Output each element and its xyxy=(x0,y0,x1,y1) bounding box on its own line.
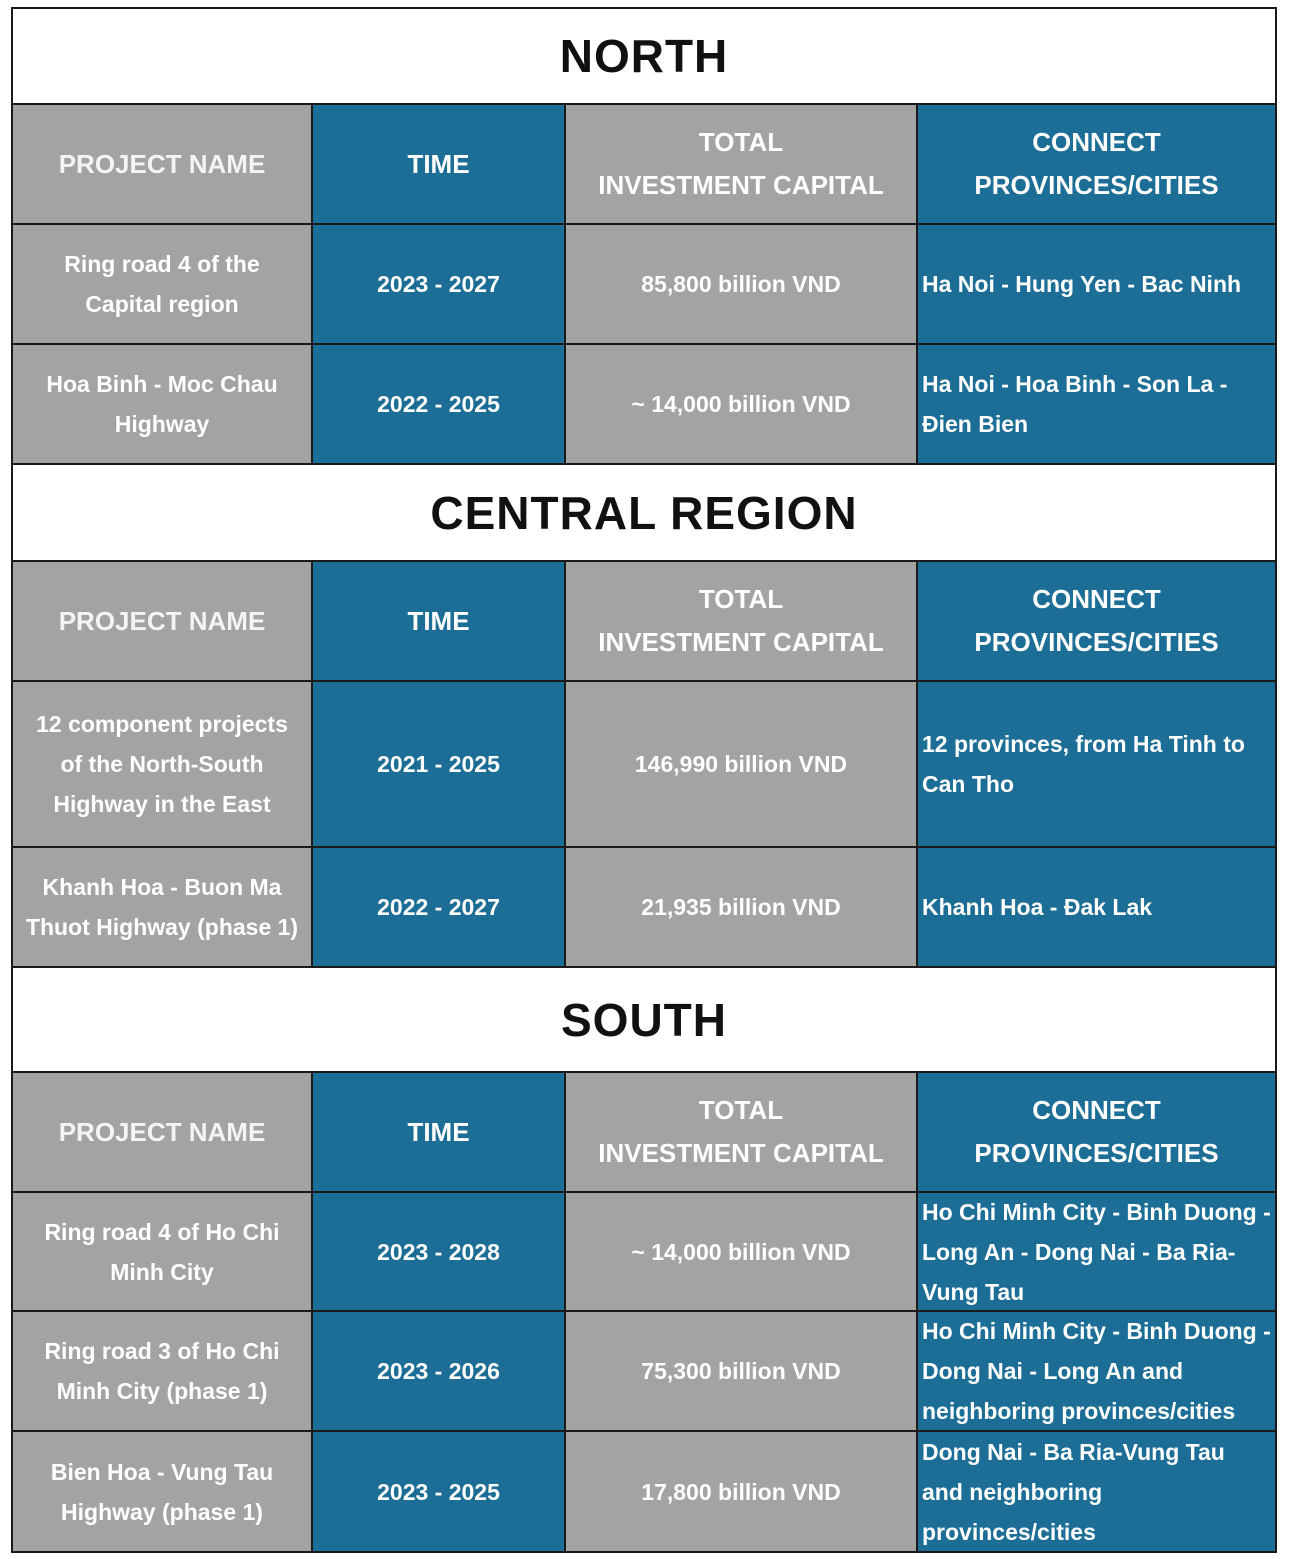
capital-cell: 85,800 billion VND xyxy=(566,225,918,343)
region-title-south: SOUTH xyxy=(13,968,1275,1073)
region-title-north: NORTH xyxy=(13,9,1275,105)
header-connect-provinces: CONNECT PROVINCES/CITIES xyxy=(918,562,1275,680)
table-row: Hoa Binh - Moc Chau Highway 2022 - 2025 … xyxy=(13,345,1275,465)
connect-cell: Ha Noi - Hoa Binh - Son La - Đien Bien xyxy=(918,345,1275,463)
connect-cell: 12 provinces, from Ha Tinh to Can Tho xyxy=(918,682,1275,846)
header-connect-line1: CONNECT xyxy=(1032,584,1161,614)
time-cell: 2023 - 2028 xyxy=(313,1193,566,1310)
header-time: TIME xyxy=(313,1073,566,1191)
project-name-cell: Ring road 4 of the Capital region xyxy=(13,225,313,343)
header-connect-line2: PROVINCES/CITIES xyxy=(974,1138,1219,1168)
capital-cell: 21,935 billion VND xyxy=(566,848,918,966)
header-connect-line1: CONNECT xyxy=(1032,1095,1161,1125)
connect-cell: Ho Chi Minh City - Binh Duong - Long An … xyxy=(918,1193,1275,1310)
header-row: PROJECT NAME TIME TOTAL INVESTMENT CAPITA… xyxy=(13,105,1275,225)
header-capital-line2: INVESTMENT CAPITAL xyxy=(598,627,884,657)
project-name-cell: Bien Hoa - Vung Tau Highway (phase 1) xyxy=(13,1432,313,1551)
header-total-investment-capital: TOTAL INVESTMENT CAPITAL xyxy=(566,562,918,680)
time-cell: 2023 - 2027 xyxy=(313,225,566,343)
table-row: Khanh Hoa - Buon Ma Thuot Highway (phase… xyxy=(13,848,1275,968)
connect-cell: Dong Nai - Ba Ria-Vung Tau and neighbori… xyxy=(918,1432,1275,1551)
capital-cell: 75,300 billion VND xyxy=(566,1312,918,1430)
infrastructure-projects-table: NORTH PROJECT NAME TIME TOTAL INVESTMENT … xyxy=(11,7,1277,1553)
header-connect-provinces: CONNECT PROVINCES/CITIES xyxy=(918,1073,1275,1191)
region-title-central: CENTRAL REGION xyxy=(13,465,1275,562)
project-name-cell: Hoa Binh - Moc Chau Highway xyxy=(13,345,313,463)
header-project-name: PROJECT NAME xyxy=(13,105,313,223)
connect-cell: Khanh Hoa - Đak Lak xyxy=(918,848,1275,966)
header-connect-line2: PROVINCES/CITIES xyxy=(974,170,1219,200)
header-project-name: PROJECT NAME xyxy=(13,562,313,680)
table-row: Bien Hoa - Vung Tau Highway (phase 1) 20… xyxy=(13,1432,1275,1551)
project-name-cell: Khanh Hoa - Buon Ma Thuot Highway (phase… xyxy=(13,848,313,966)
table-row: Ring road 3 of Ho Chi Minh City (phase 1… xyxy=(13,1312,1275,1432)
header-capital-line2: INVESTMENT CAPITAL xyxy=(598,170,884,200)
time-cell: 2022 - 2025 xyxy=(313,345,566,463)
project-name-cell: Ring road 4 of Ho Chi Minh City xyxy=(13,1193,313,1310)
capital-cell: ~ 14,000 billion VND xyxy=(566,1193,918,1310)
header-capital-line1: TOTAL xyxy=(698,584,784,614)
header-connect-line2: PROVINCES/CITIES xyxy=(974,627,1219,657)
time-cell: 2023 - 2026 xyxy=(313,1312,566,1430)
time-cell: 2023 - 2025 xyxy=(313,1432,566,1551)
table-row: Ring road 4 of the Capital region 2023 -… xyxy=(13,225,1275,345)
header-total-investment-capital: TOTAL INVESTMENT CAPITAL xyxy=(566,105,918,223)
header-time: TIME xyxy=(313,105,566,223)
project-name-cell: Ring road 3 of Ho Chi Minh City (phase 1… xyxy=(13,1312,313,1430)
time-cell: 2022 - 2027 xyxy=(313,848,566,966)
header-capital-line1: TOTAL xyxy=(698,127,784,157)
header-time: TIME xyxy=(313,562,566,680)
header-capital-line1: TOTAL xyxy=(698,1095,784,1125)
connect-cell: Ha Noi - Hung Yen - Bac Ninh xyxy=(918,225,1275,343)
header-connect-line1: CONNECT xyxy=(1032,127,1161,157)
capital-cell: ~ 14,000 billion VND xyxy=(566,345,918,463)
connect-cell: Ho Chi Minh City - Binh Duong - Dong Nai… xyxy=(918,1312,1275,1430)
capital-cell: 17,800 billion VND xyxy=(566,1432,918,1551)
project-name-cell: 12 component projects of the North-South… xyxy=(13,682,313,846)
header-total-investment-capital: TOTAL INVESTMENT CAPITAL xyxy=(566,1073,918,1191)
capital-cell: 146,990 billion VND xyxy=(566,682,918,846)
table-row: Ring road 4 of Ho Chi Minh City 2023 - 2… xyxy=(13,1193,1275,1312)
header-capital-line2: INVESTMENT CAPITAL xyxy=(598,1138,884,1168)
table-row: 12 component projects of the North-South… xyxy=(13,682,1275,848)
time-cell: 2021 - 2025 xyxy=(313,682,566,846)
header-connect-provinces: CONNECT PROVINCES/CITIES xyxy=(918,105,1275,223)
header-row: PROJECT NAME TIME TOTAL INVESTMENT CAPITA… xyxy=(13,1073,1275,1193)
header-row: PROJECT NAME TIME TOTAL INVESTMENT CAPITA… xyxy=(13,562,1275,682)
header-project-name: PROJECT NAME xyxy=(13,1073,313,1191)
